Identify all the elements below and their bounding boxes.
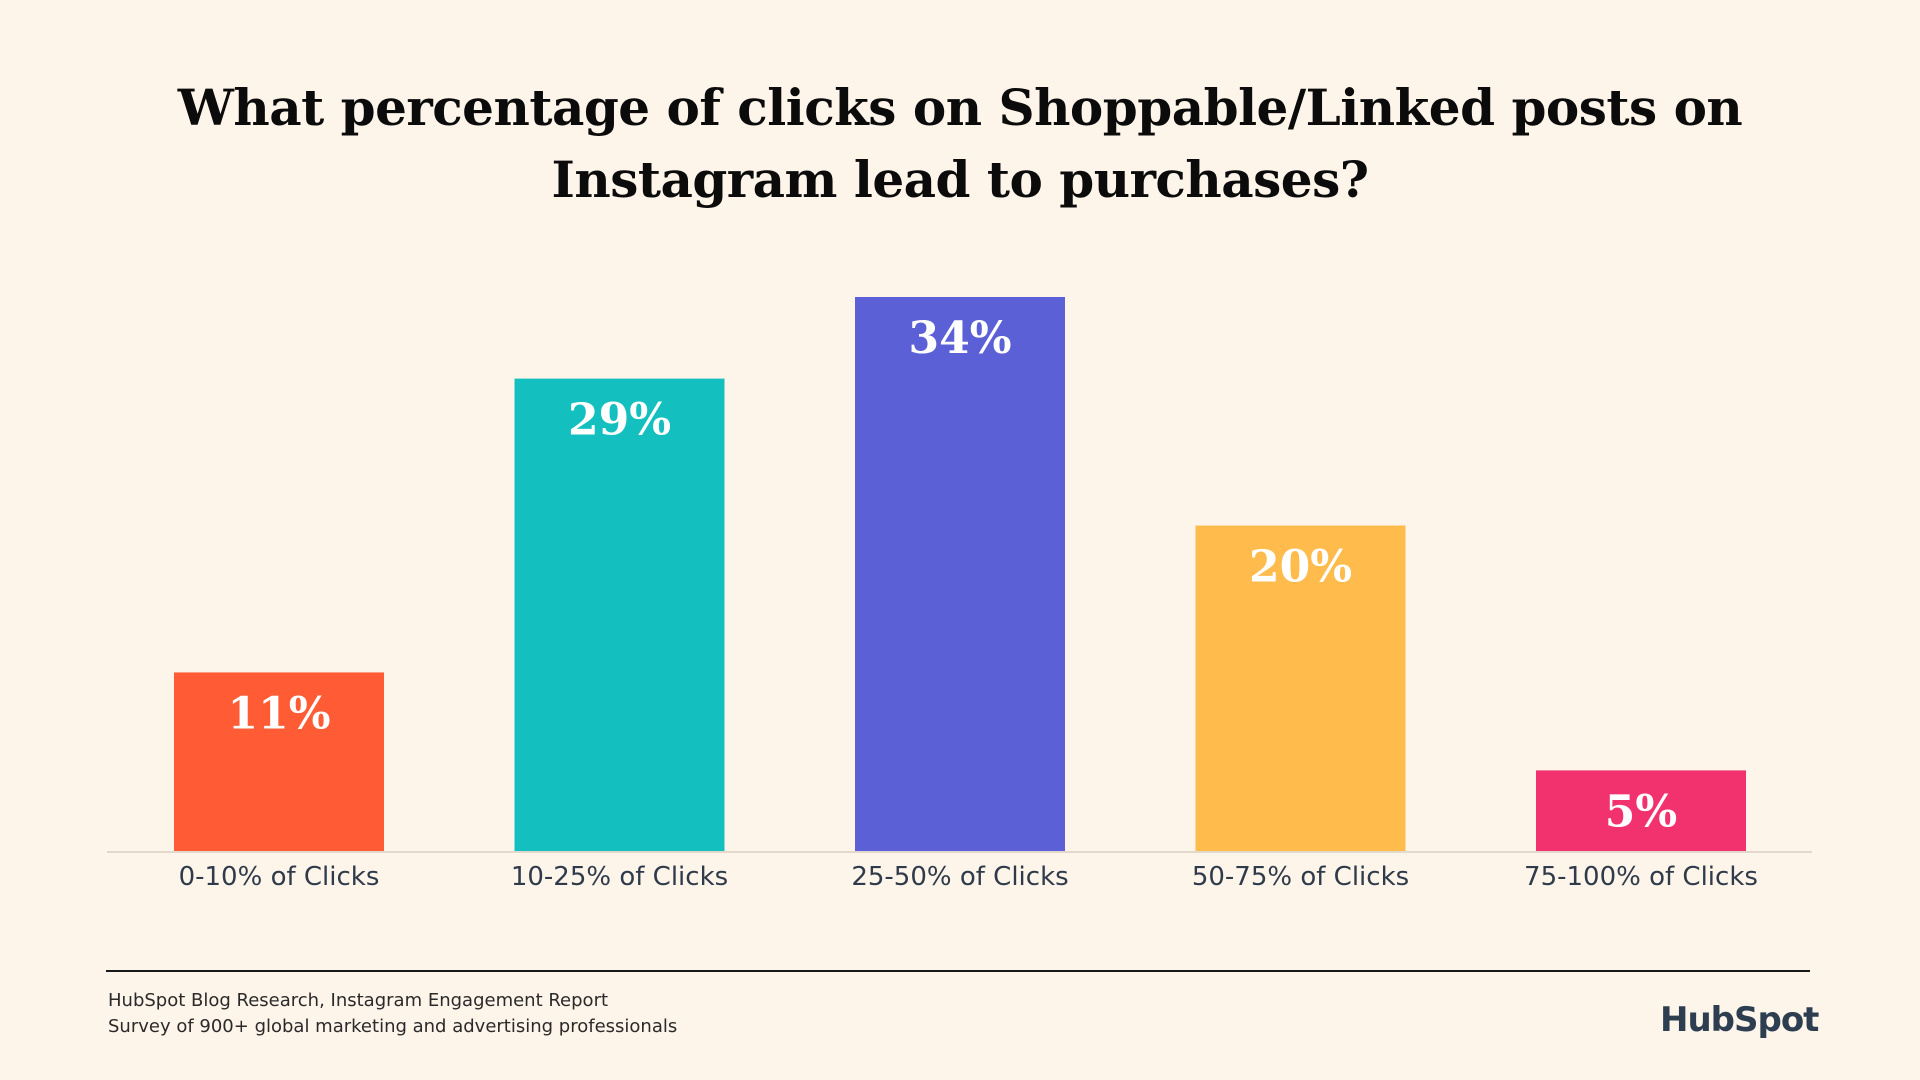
bar-value-label-4: 20% (1249, 542, 1352, 593)
bar-2 (514, 378, 725, 852)
bar-value-label-5: 5% (1605, 786, 1677, 837)
x-tick-label-1: 0-10% of Clicks (179, 862, 380, 892)
x-tick-label-3: 25-50% of Clicks (851, 862, 1068, 892)
bars-group: 11% 29% 34% 20% 5% (174, 297, 1746, 852)
chart-title: What percentage of clicks on Shoppable/L… (177, 78, 1743, 209)
source-note: HubSpot Blog Research, Instagram Engagem… (108, 988, 677, 1040)
bar-4 (1195, 525, 1406, 852)
bar-value-label-2: 29% (568, 395, 671, 446)
bar-value-label-3: 34% (908, 313, 1011, 364)
logo-text: HubSpot (1660, 1000, 1819, 1040)
x-tick-label-4: 50-75% of Clicks (1192, 862, 1409, 892)
footer-divider (106, 970, 1810, 972)
source-line-1: HubSpot Blog Research, Instagram Engagem… (108, 990, 609, 1011)
bar-5 (1536, 770, 1746, 852)
x-tick-label-5: 75-100% of Clicks (1524, 862, 1758, 892)
bar-value-label-1: 11% (227, 688, 330, 739)
hubspot-logo: HubSpot (1660, 1000, 1819, 1050)
x-tick-label-2: 10-25% of Clicks (511, 862, 728, 892)
bar-3 (855, 297, 1065, 852)
bar-1 (174, 672, 384, 852)
x-tick-labels: 0-10% of Clicks 10-25% of Clicks 25-50% of… (179, 862, 1758, 892)
source-line-2: Survey of 900+ global marketing and adve… (108, 1016, 678, 1037)
